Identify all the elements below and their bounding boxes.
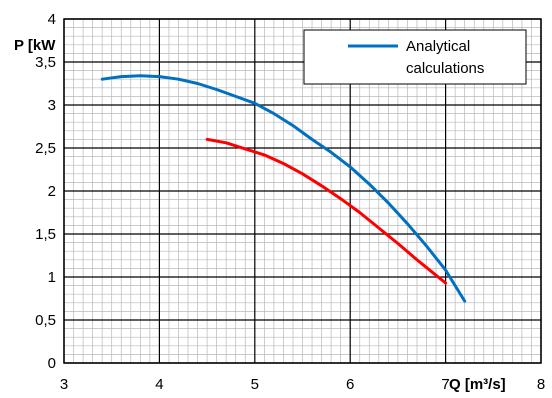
y-tick-label: 3,5	[35, 54, 56, 71]
y-tick-label: 4	[48, 11, 56, 28]
legend-label-line-2: calculations	[406, 60, 484, 77]
y-tick-label: 0,5	[35, 312, 56, 329]
x-tick-label: 3	[60, 376, 68, 393]
y-tick-label: 1	[48, 269, 56, 286]
legend-label-line-1: Analytical	[406, 38, 470, 55]
x-axis-label: Q [m³/s]	[449, 376, 506, 393]
y-tick-label: 0	[48, 355, 56, 372]
y-tick-label: 1,5	[35, 226, 56, 243]
legend: Analytical calculations	[303, 29, 527, 85]
y-axis-label: P [kW	[14, 37, 56, 54]
series-line-0	[100, 74, 467, 303]
plot-border	[63, 18, 542, 364]
x-tick-label: 4	[155, 376, 163, 393]
y-tick-label: 3	[48, 97, 56, 114]
y-tick-labels: 0 0,5 1 1,5 2 2,5 3 3,5 4	[35, 11, 56, 372]
x-tick-label: 7	[441, 376, 449, 393]
x-tick-label: 8	[537, 376, 545, 393]
x-tick-label: 5	[251, 376, 259, 393]
x-tick-label: 6	[346, 376, 354, 393]
x-tick-labels: 3 4 5 6 7 8	[60, 376, 545, 393]
y-tick-label: 2	[48, 183, 56, 200]
legend-box	[303, 29, 527, 85]
series-group	[100, 74, 467, 303]
series-line-1	[205, 137, 448, 285]
y-tick-label: 2,5	[35, 140, 56, 157]
